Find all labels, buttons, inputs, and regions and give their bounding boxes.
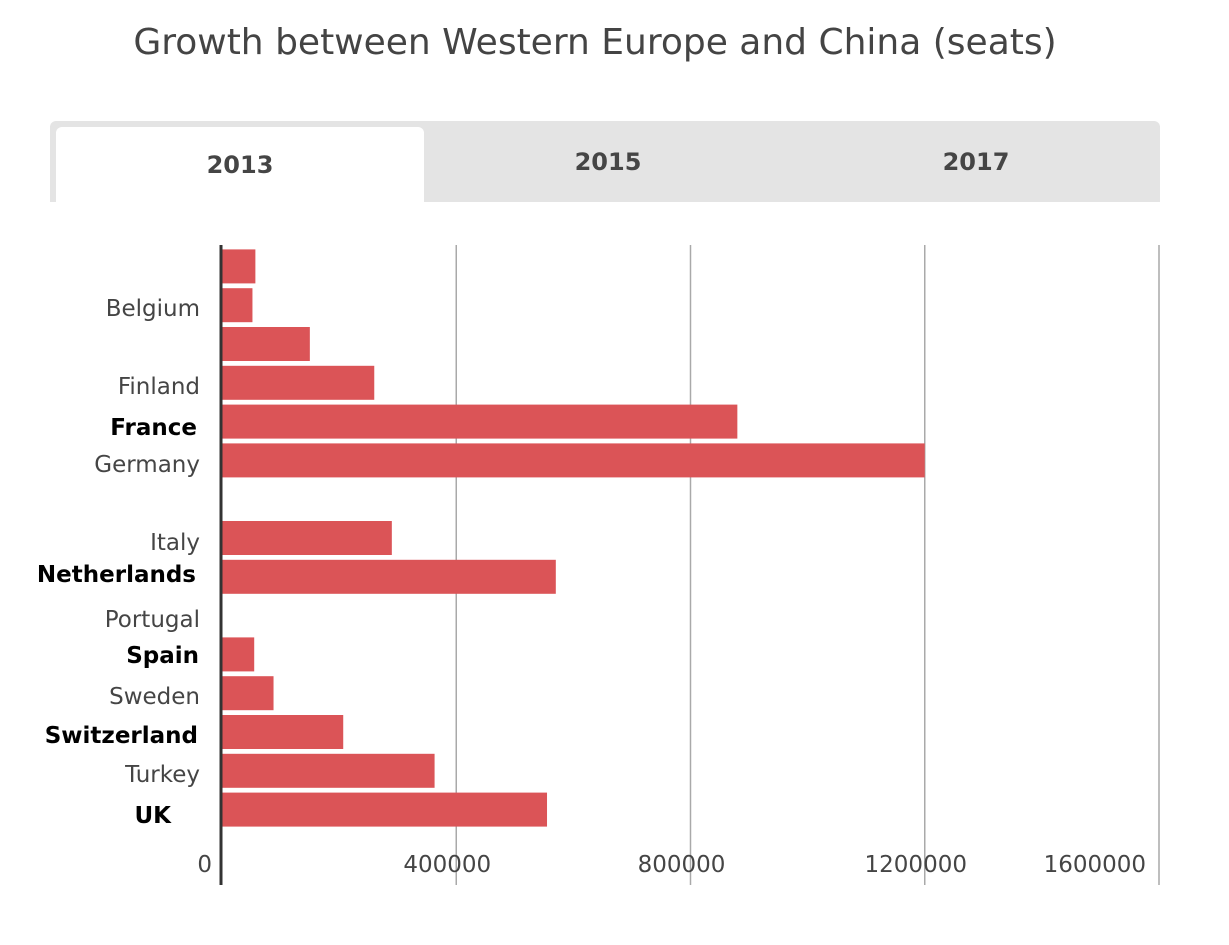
bar [222,792,548,827]
bar [222,676,274,711]
category-label: Sweden [109,684,200,710]
bar [222,443,925,478]
year-tabs: 2013 2015 2017 [50,121,1160,202]
x-tick-label: 400000 [403,852,491,878]
category-label: Turkey [124,762,200,788]
x-tick-label: 1200000 [865,852,967,878]
category-label: UK [135,803,173,829]
gridlines [455,245,1160,885]
tab-2015[interactable]: 2015 [574,147,642,176]
bar [222,249,256,284]
bar [222,288,253,323]
category-labels: Belgium Finland France Germany Italy Netherla… [37,296,200,829]
bar [222,637,255,672]
category-label: Belgium [106,296,200,322]
x-tick-labels: 0 400000 800000 1200000 1600000 [197,852,1146,878]
bar [222,753,435,788]
x-tick-label: 800000 [638,852,726,878]
category-label: France [110,415,197,441]
tab-2017[interactable]: 2017 [942,147,1010,176]
category-label: Netherlands [37,562,196,588]
bar [222,715,344,749]
tab-2013[interactable]: 2013 [56,127,424,202]
category-label: Portugal [105,607,200,633]
category-label: Finland [118,374,200,400]
category-label: Spain [126,643,199,669]
category-label: Germany [94,452,200,478]
bar [222,365,375,400]
category-label: Switzerland [45,723,198,749]
bars [222,249,925,827]
bar [222,559,556,594]
chart-title: Growth between Western Europe and China … [133,22,1057,63]
x-tick-label: 1600000 [1044,852,1146,878]
bar [222,404,738,439]
category-label: Italy [150,530,200,556]
bar [222,327,310,361]
bar [222,521,392,555]
x-tick-label: 0 [197,852,212,878]
